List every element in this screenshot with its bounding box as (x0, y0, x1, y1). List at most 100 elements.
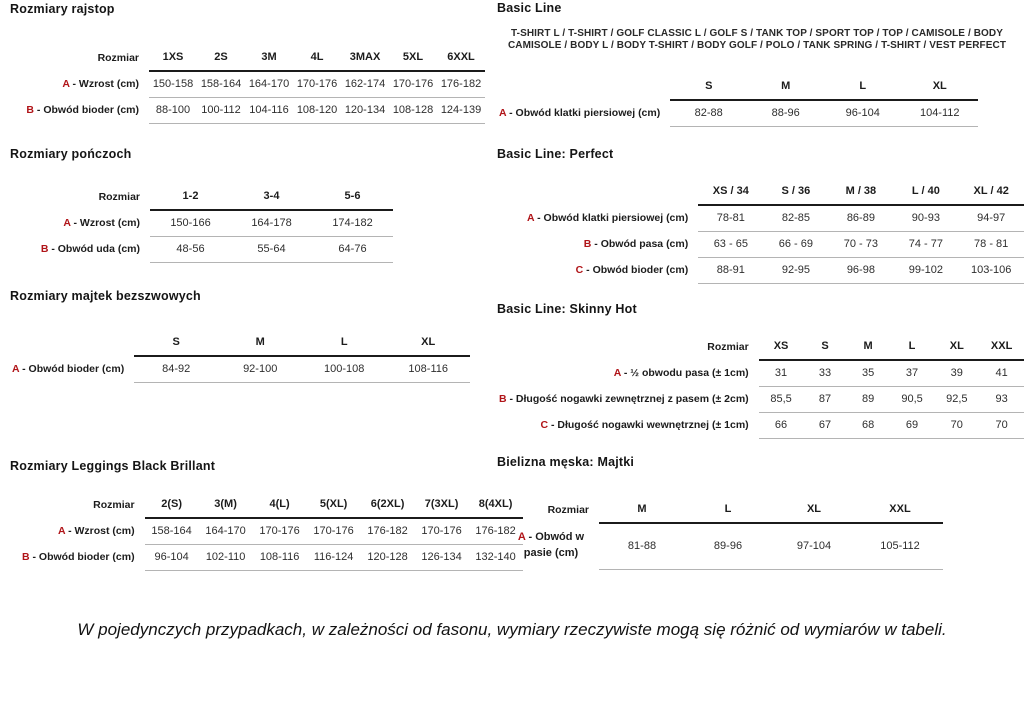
disclaimer-footnote: W pojedynczych przypadkach, w zależności… (77, 620, 947, 639)
size-value-cell: 126-134 (414, 544, 469, 571)
measurement-letter: A (63, 216, 71, 229)
measurement-label: A - Obwód klatki piersiowej (cm) (499, 106, 661, 119)
section-rozmiary-leggings: Rozmiary Leggings Black Brillant Rozmiar… (10, 459, 523, 571)
size-column-header: L (889, 335, 935, 361)
section-title-majtki-meskie: Bielizna męska: Majtki (497, 455, 635, 469)
measurement-letter: C (575, 264, 584, 276)
size-column-header: 4L (293, 46, 341, 72)
size-value-cell: 41 (979, 360, 1024, 387)
size-column-header: XL (386, 331, 471, 357)
size-value-cell: 86-89 (828, 205, 894, 232)
section-rozmiary-rajstop: Rozmiary rajstop Rozmiar 1XS 2S 3M 4L 3MAX 5XL… (10, 2, 485, 124)
size-column-header: M / 38 (828, 180, 894, 206)
table-corner-label (525, 180, 698, 205)
size-value-cell: 96-98 (828, 257, 894, 284)
measurement-letter: B (40, 243, 49, 255)
size-value-cell: 31 (758, 360, 804, 387)
measurement-row: A - Wzrost (cm) 150-158 158-164 164-170 170-… (15, 71, 485, 98)
measurement-row: C - Obwód bioder (cm) 88-91 92-95 96-98 99-1… (525, 257, 1024, 284)
table-corner-label: Rozmiar (547, 503, 589, 516)
measurement-label: B - Długość nogawki zewnętrznej z pasem … (499, 393, 749, 405)
measurement-letter: A (62, 77, 70, 90)
majtki-meskie-size-table: Rozmiar M L XL XXL A - Obwód w pasie (cm) 81-8… (503, 498, 943, 571)
size-value-cell: 88-91 (698, 257, 764, 284)
measurement-label: B - Obwód bioder (cm) (22, 551, 135, 563)
size-table: Rozmiar XS S M L XL XXL A - ½ obwodu pasa (± 1c… (497, 335, 1024, 439)
size-column-header: 3MAX (341, 46, 389, 72)
section-rozmiary-majtek-bezszwowych: Rozmiary majtek bezszwowych S M L XL A - Obw… (10, 289, 471, 383)
measurement-letter: B (22, 551, 30, 563)
size-value-cell: 170-176 (389, 71, 437, 98)
measurement-label: A - Wzrost (cm) (63, 216, 140, 229)
measurement-row: A - Obwód klatki piersiowej (cm) 82-88 88-… (497, 100, 979, 127)
size-column-header: 1-2 (150, 185, 231, 211)
size-value-cell: 92,5 (934, 386, 980, 413)
size-value-cell: 85,5 (758, 386, 804, 413)
measurement-row: A - Obwód bioder (cm) 84-92 92-100 100-108 1… (10, 356, 471, 383)
size-value-cell: 88-100 (149, 97, 197, 124)
size-column-header: 6(2XL) (360, 493, 415, 519)
header-row: Rozmiar 1XS 2S 3M 4L 3MAX 5XL 6XXL (15, 46, 485, 72)
size-value-cell: 116-124 (306, 544, 361, 571)
measurement-label: B - Obwód uda (cm) (40, 243, 140, 255)
size-column-header: 3-4 (231, 185, 312, 211)
size-column-header: XL (901, 75, 979, 101)
section-basic-line-skinny-hot: Basic Line: Skinny Hot Rozmiar XS S M L XL XXL… (497, 302, 1024, 439)
size-value-cell: 35 (846, 360, 890, 387)
table-corner-label (10, 331, 134, 356)
size-column-header: 5-6 (312, 185, 393, 211)
size-column-header: S / 36 (763, 180, 829, 206)
size-value-cell: 39 (934, 360, 980, 387)
size-value-cell: 105-112 (857, 523, 943, 571)
size-value-cell: 64-76 (312, 236, 393, 263)
size-column-header: L / 40 (893, 180, 959, 206)
size-value-cell: 88-96 (747, 100, 825, 127)
measurement-letter: B (583, 238, 592, 250)
table-corner-label: Rozmiar (93, 498, 135, 511)
size-column-header: XXL (979, 335, 1024, 361)
size-value-cell: 164-170 (245, 71, 293, 98)
size-table: Rozmiar 1-2 3-4 5-6 A - Wzrost (cm) 150-166 16… (38, 185, 393, 263)
size-column-header: S (134, 331, 219, 357)
size-value-cell: 93 (979, 386, 1024, 413)
size-column-header: XL (771, 498, 857, 524)
size-value-cell: 96-104 (144, 544, 199, 571)
measurement-row: B - Obwód pasa (cm) 63 - 65 66 - 69 70 - 73… (525, 231, 1024, 258)
measurement-row: A - Wzrost (cm) 158-164 164-170 170-176 170-… (20, 518, 523, 545)
size-column-header: S (803, 335, 847, 361)
majtek-size-table: S M L XL A - Obwód bioder (cm) 84-92 92-100 100… (10, 331, 471, 383)
size-column-header: 3(M) (198, 493, 253, 519)
size-value-cell: 170-176 (293, 71, 341, 98)
size-value-cell: 170-176 (252, 518, 307, 545)
measurement-letter: A (499, 106, 507, 119)
size-column-header: L (824, 75, 902, 101)
section-title-leggings: Rozmiary Leggings Black Brillant (10, 459, 216, 473)
size-table: XS / 34 S / 36 M / 38 L / 40 XL / 42 A - Obwó… (525, 180, 1024, 284)
measurement-letter: A (517, 531, 526, 543)
section-basic-line: Basic Line T-SHIRT L / T-SHIRT / GOLF CL… (497, 1, 1017, 127)
size-value-cell: 120-134 (341, 97, 389, 124)
size-value-cell: 67 (803, 412, 847, 439)
size-value-cell: 55-64 (231, 236, 312, 263)
measurement-row: B - Obwód uda (cm) 48-56 55-64 64-76 (38, 236, 393, 263)
size-column-header: M (747, 75, 825, 101)
size-value-cell: 89-96 (685, 523, 771, 571)
size-table: Rozmiar M L XL XXL A - Obwód w pasie (cm) 81-8… (503, 498, 943, 571)
size-value-cell: 164-178 (231, 210, 312, 237)
table-corner-label: Rozmiar (707, 340, 749, 353)
size-column-header: 1XS (149, 46, 197, 72)
size-value-cell: 108-120 (293, 97, 341, 124)
size-value-cell: 92-100 (218, 356, 303, 383)
measurement-label: A - Obwód bioder (cm) (12, 362, 125, 375)
measurement-label: C - Długość nogawki wewnętrznej (± 1cm) (540, 419, 749, 431)
size-column-header: XL (934, 335, 980, 361)
size-value-cell: 100-108 (302, 356, 387, 383)
size-value-cell: 37 (889, 360, 935, 387)
size-value-cell: 104-112 (901, 100, 979, 127)
size-value-cell: 70 (979, 412, 1024, 439)
size-value-cell: 94-97 (958, 205, 1024, 232)
size-value-cell: 176-182 (360, 518, 415, 545)
size-value-cell: 102-110 (198, 544, 253, 571)
size-value-cell: 132-140 (468, 544, 523, 571)
measurement-label: A - ½ obwodu pasa (± 1cm) (613, 366, 749, 379)
